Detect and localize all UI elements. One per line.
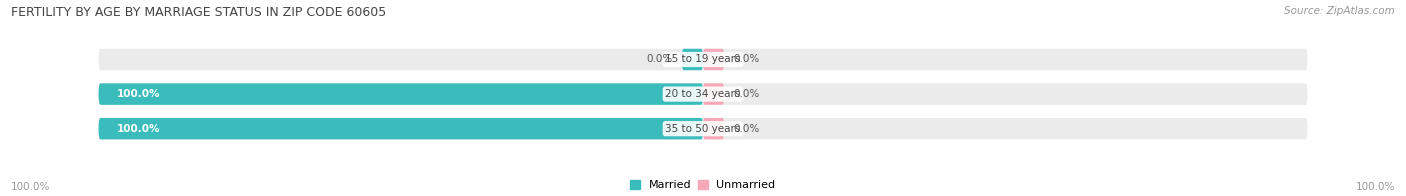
Text: 100.0%: 100.0%: [11, 182, 51, 192]
Text: Source: ZipAtlas.com: Source: ZipAtlas.com: [1284, 6, 1395, 16]
Legend: Married, Unmarried: Married, Unmarried: [630, 180, 776, 191]
Text: FERTILITY BY AGE BY MARRIAGE STATUS IN ZIP CODE 60605: FERTILITY BY AGE BY MARRIAGE STATUS IN Z…: [11, 6, 387, 19]
FancyBboxPatch shape: [703, 83, 724, 105]
FancyBboxPatch shape: [98, 83, 1308, 105]
FancyBboxPatch shape: [703, 118, 724, 139]
Text: 0.0%: 0.0%: [733, 89, 759, 99]
Text: 100.0%: 100.0%: [1355, 182, 1395, 192]
Text: 35 to 50 years: 35 to 50 years: [665, 124, 741, 134]
FancyBboxPatch shape: [703, 49, 724, 70]
Text: 0.0%: 0.0%: [733, 54, 759, 64]
Text: 20 to 34 years: 20 to 34 years: [665, 89, 741, 99]
Text: 0.0%: 0.0%: [647, 54, 673, 64]
FancyBboxPatch shape: [98, 118, 1308, 139]
Text: 0.0%: 0.0%: [733, 124, 759, 134]
FancyBboxPatch shape: [98, 83, 703, 105]
Text: 15 to 19 years: 15 to 19 years: [665, 54, 741, 64]
FancyBboxPatch shape: [682, 49, 703, 70]
Text: 100.0%: 100.0%: [117, 124, 160, 134]
FancyBboxPatch shape: [98, 118, 703, 139]
Text: 100.0%: 100.0%: [117, 89, 160, 99]
FancyBboxPatch shape: [98, 49, 1308, 70]
